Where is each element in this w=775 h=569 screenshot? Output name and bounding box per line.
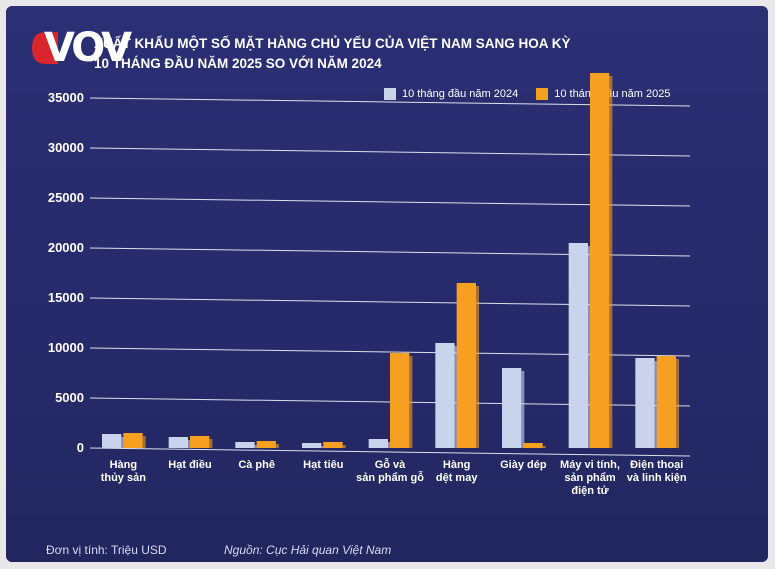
bar-2025 — [523, 443, 543, 448]
legend-item-2024: 10 tháng đầu năm 2024 — [384, 88, 518, 100]
category-label: Hàng thủy sản — [101, 459, 147, 484]
bar-2025 — [123, 433, 143, 448]
bar-side — [609, 76, 613, 448]
bar-side — [142, 436, 146, 448]
bar-2024 — [635, 358, 655, 448]
y-tick-label: 10000 — [48, 340, 84, 355]
category-label: Điện thoại và linh kiện — [627, 459, 687, 484]
legend-swatch-2025 — [536, 88, 549, 100]
bar-side — [209, 439, 213, 448]
bar-side — [342, 445, 346, 448]
bar-side — [188, 440, 191, 448]
category-label: Hạt tiêu — [303, 459, 343, 471]
bar-side — [521, 371, 525, 448]
bar-side — [588, 246, 591, 448]
bar-side — [476, 286, 479, 448]
bar-side — [454, 346, 458, 448]
y-tick-label: 20000 — [48, 240, 84, 255]
source-note: Nguồn: Cục Hải quan Việt Nam — [224, 543, 392, 557]
bar-side — [654, 361, 658, 448]
bar-2025 — [390, 353, 410, 448]
unit-note: Đơn vị tính: Triệu USD — [46, 543, 167, 557]
bar-2024 — [568, 243, 588, 448]
y-tick-label: 0 — [77, 440, 84, 455]
y-tick-label: 35000 — [48, 90, 84, 105]
bar-2025 — [256, 441, 276, 448]
vov-logo — [32, 32, 58, 64]
category-label: Gỗ và sản phẩm gỗ — [356, 458, 424, 484]
bar-side — [388, 442, 391, 448]
bar-2024 — [168, 437, 188, 448]
bar-side — [321, 446, 325, 448]
bar-2025 — [590, 73, 610, 448]
gridline — [89, 447, 691, 457]
category-label: Máy vi tính, sản phẩm điện tử — [560, 459, 620, 497]
chart-title-line-2: 10 THÁNG ĐẦU NĂM 2025 SO VỚI NĂM 2024 — [94, 56, 382, 71]
bar-side — [121, 437, 125, 448]
bar-side — [254, 445, 258, 448]
legend-label-2024: 10 tháng đầu năm 2024 — [402, 88, 519, 100]
bar-side — [276, 444, 279, 448]
bar-chart: 0 5000 10000 15000 20000 25000 30000 35000 Hàng t… — [48, 73, 691, 497]
category-label: Giày dép — [500, 459, 547, 471]
category-label: Hàng dệt may — [436, 459, 478, 484]
category-label: Hạt điều — [168, 459, 211, 471]
bar-2024 — [435, 343, 455, 448]
bar-2025 — [456, 283, 476, 448]
chart-title: XUẤT KHẨU MỘT SỐ MẶT HÀNG CHỦ YẾU CỦA VI… — [94, 34, 694, 74]
bar-side — [676, 359, 679, 448]
bar-2024 — [102, 434, 122, 448]
bar-2024 — [502, 368, 522, 448]
bar-2024 — [368, 439, 388, 448]
category-label: Cà phê — [238, 459, 275, 471]
bar-2025 — [656, 356, 676, 448]
bar-side — [409, 356, 413, 448]
vov-logo-text: VOV — [44, 25, 132, 71]
bar-2024 — [235, 442, 255, 448]
chart-title-line-1: XUẤT KHẨU MỘT SỐ MẶT HÀNG CHỦ YẾU CỦA VI… — [94, 36, 571, 51]
bar-2025 — [323, 442, 343, 448]
y-tick-label: 5000 — [55, 390, 84, 405]
bar-2025 — [190, 436, 210, 448]
infographic-frame: VOV XUẤT KHẨU MỘT SỐ MẶT HÀNG CHỦ YẾU CỦ… — [6, 6, 768, 562]
y-tick-label: 15000 — [48, 290, 84, 305]
legend-swatch-2024 — [384, 88, 396, 100]
y-tick-label: 25000 — [48, 190, 84, 205]
bar-2024 — [302, 443, 322, 448]
bar-side — [542, 446, 546, 448]
y-tick-label: 30000 — [48, 140, 84, 155]
